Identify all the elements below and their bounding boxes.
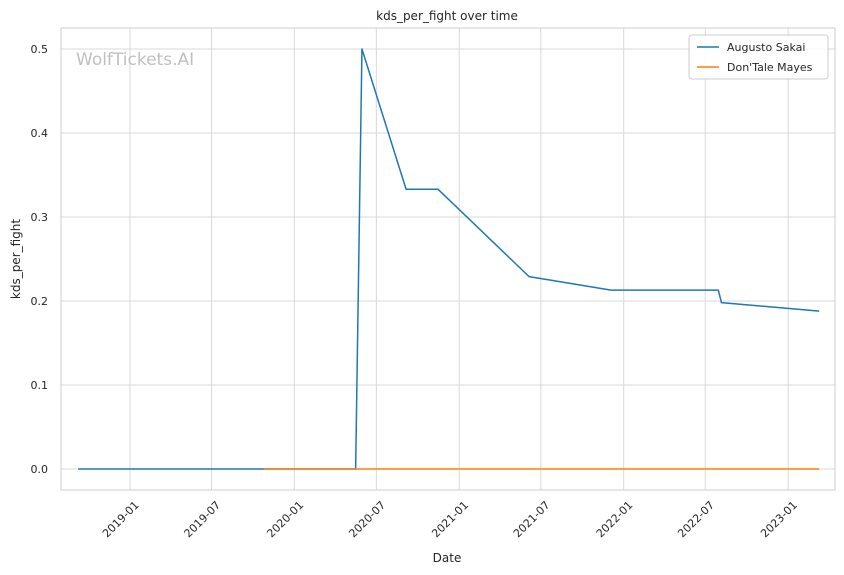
y-tick-label: 0.2 [31,295,49,308]
series-lines [78,48,820,470]
legend-label: Don'Tale Mayes [727,61,813,74]
y-tick-label: 0.3 [31,211,49,224]
y-axis-title: kds_per_fight [9,219,23,300]
y-tick-label: 0.1 [31,379,49,392]
legend-label: Augusto Sakai [727,41,805,54]
legend: Augusto Sakai Don'Tale Mayes [688,34,829,80]
x-axis-title: Date [433,551,462,565]
plot-area-frame [60,27,836,491]
legend-box [688,34,829,80]
grid-lines [61,28,835,490]
y-tick-label: 0.0 [31,463,49,476]
chart-title: kds_per_fight over time [376,9,518,23]
y-tick-label: 0.4 [31,127,49,140]
watermark-text: WolfTickets.AI [76,50,194,70]
series-line-0 [78,48,820,470]
y-tick-label: 0.5 [31,43,49,56]
